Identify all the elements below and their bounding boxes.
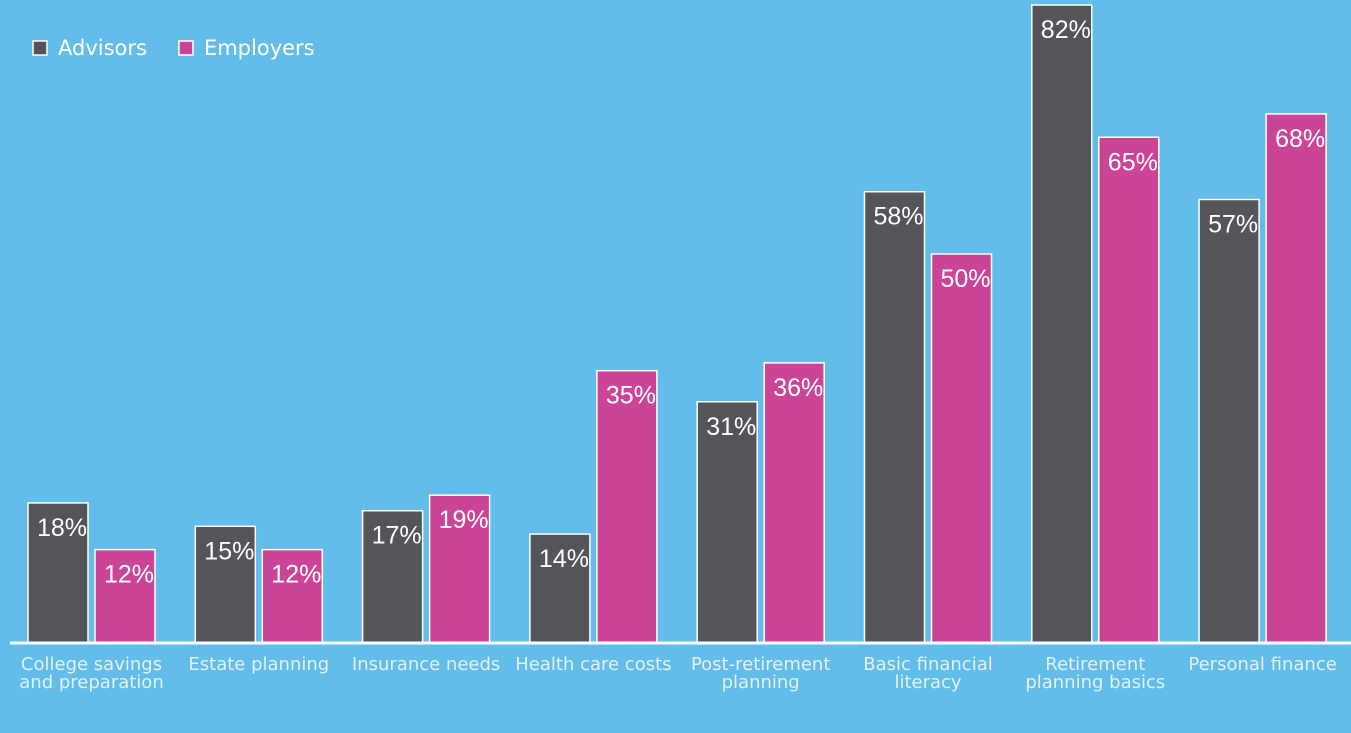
bar: [596, 369, 658, 644]
legend-label: Employers: [204, 36, 315, 60]
x-tick-label: College savings and preparation: [19, 654, 164, 693]
value-label: 58%: [874, 203, 924, 231]
value-label: 82%: [1041, 16, 1091, 44]
bar: [529, 533, 591, 644]
x-tick-label: Retirement planning basics: [1025, 654, 1166, 693]
value-label: 31%: [706, 413, 756, 441]
value-label: 65%: [1108, 148, 1158, 176]
x-tick-label: Personal finance: [1188, 654, 1337, 675]
x-tick-label: Post-retirement planning: [690, 654, 831, 693]
bar: [1098, 136, 1160, 644]
bar: [27, 502, 89, 644]
bar: [428, 494, 491, 644]
value-label: 36%: [773, 374, 823, 402]
value-label: 12%: [271, 561, 321, 589]
x-tick-label: Basic financial literacy: [863, 654, 993, 693]
bar: [1031, 4, 1093, 644]
x-tick-label: Insurance needs: [351, 654, 501, 675]
value-label: 19%: [439, 506, 489, 534]
bar: [930, 253, 993, 644]
bar: [863, 190, 926, 644]
legend-swatch: [32, 40, 48, 56]
legend-label: Advisors: [58, 36, 147, 60]
bar: [1198, 198, 1260, 644]
bar: [194, 525, 257, 644]
bar: [361, 509, 424, 644]
bar: [1265, 113, 1327, 644]
legend-swatch: [178, 40, 194, 56]
bar: [94, 548, 156, 644]
value-label: 14%: [539, 545, 589, 573]
value-label: 12%: [104, 561, 154, 589]
bar: [763, 362, 825, 644]
value-label: 18%: [37, 514, 87, 542]
value-label: 68%: [1275, 125, 1325, 153]
value-label: 17%: [372, 522, 422, 550]
value-label: 50%: [941, 265, 991, 293]
x-tick-label: Estate planning: [188, 654, 330, 675]
value-label: 57%: [1208, 211, 1258, 239]
value-label: 15%: [204, 537, 254, 565]
value-label: 35%: [606, 382, 656, 410]
x-tick-label: Health care costs: [515, 654, 672, 675]
